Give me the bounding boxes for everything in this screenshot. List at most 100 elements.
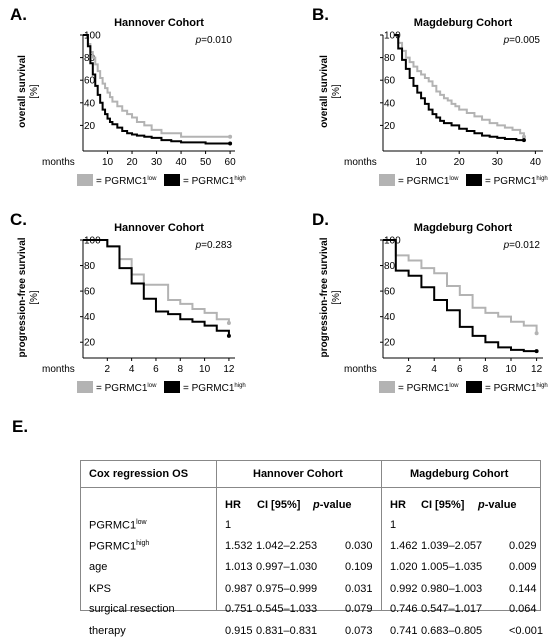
legend-label-high: = PGRMC1high xyxy=(183,383,246,394)
x-axis-label: months xyxy=(344,364,377,375)
legend-label-low: = PGRMC1low xyxy=(96,176,157,187)
y-tick-label: 40 xyxy=(84,312,96,323)
y-axis-label: overall survival xyxy=(319,55,330,128)
cell-p-hannover: 0.109 xyxy=(345,561,373,573)
cell-p-magdeburg: 0.144 xyxy=(509,583,537,595)
series-line-high xyxy=(83,239,230,336)
table-row-label: age xyxy=(89,561,108,573)
cell-hr-magdeburg: 1.020 xyxy=(390,561,418,573)
legend-label-low: = PGRMC1low xyxy=(96,383,157,394)
table-group-hannover: Hannover Cohort xyxy=(253,468,343,480)
y-tick-label: 60 xyxy=(384,76,396,87)
cell-ci-hannover: 1.042–2.253 xyxy=(256,540,318,552)
x-tick-label: 10 xyxy=(199,364,211,375)
legend-swatch-low xyxy=(77,174,93,186)
cell-ci-hannover: 0.997–1.030 xyxy=(256,561,318,573)
y-tick-label: 60 xyxy=(384,287,396,298)
cell-hr-hannover: 0.751 xyxy=(225,603,253,615)
x-tick-label: 10 xyxy=(505,364,517,375)
cell-hr-magdeburg: 0.741 xyxy=(390,625,418,637)
cell-p-hannover: 0.079 xyxy=(345,603,373,615)
legend-label-high: = PGRMC1high xyxy=(485,176,548,187)
x-tick-label: 60 xyxy=(225,157,237,168)
series-end-marker xyxy=(521,138,526,143)
col-header-ci: CI [95%] xyxy=(257,499,301,511)
cell-p-magdeburg: 0.029 xyxy=(509,540,537,552)
series-line-low xyxy=(83,34,231,138)
panel-letter-e: E. xyxy=(12,417,29,436)
legend-label-low: = PGRMC1low xyxy=(398,383,459,394)
y-tick-label: 20 xyxy=(384,121,396,132)
y-tick-label: 100 xyxy=(84,31,101,42)
cell-hr-hannover: 1.013 xyxy=(225,561,253,573)
series-line-high xyxy=(394,34,524,142)
legend-swatch-high xyxy=(466,174,482,186)
cell-p-magdeburg: <0.001 xyxy=(509,625,543,637)
y-axis-label: overall survival xyxy=(17,55,28,128)
cell-ci-magdeburg: 0.980–1.003 xyxy=(421,583,483,595)
x-tick-label: 30 xyxy=(492,157,504,168)
table-group-magdeburg: Magdeburg Cohort xyxy=(410,468,509,480)
x-tick-label: 8 xyxy=(483,364,489,375)
y-axis-unit: [%] xyxy=(331,290,342,305)
cell-ci-hannover: 0.831–0.831 xyxy=(256,625,318,637)
cell-hr-hannover: 0.987 xyxy=(225,583,253,595)
series-line-low xyxy=(394,34,525,137)
y-tick-label: 60 xyxy=(84,76,96,87)
y-axis-unit: [%] xyxy=(29,290,40,305)
cell-hr-hannover: 1 xyxy=(225,519,232,531)
series-end-marker xyxy=(521,134,526,139)
panel-letter: B. xyxy=(312,5,329,24)
cell-hr-magdeburg: 1.462 xyxy=(390,540,418,552)
cell-ci-magdeburg: 0.547–1.017 xyxy=(421,603,483,615)
series-end-marker xyxy=(228,134,233,139)
cell-p-hannover: 0.030 xyxy=(345,540,373,552)
x-tick-label: 12 xyxy=(531,364,543,375)
series-line-high xyxy=(83,34,231,145)
cell-ci-magdeburg: 1.005–1.035 xyxy=(421,561,483,573)
cell-p-magdeburg: 0.064 xyxy=(509,603,537,615)
y-tick-label: 20 xyxy=(84,121,96,132)
legend-label-high: = PGRMC1high xyxy=(183,176,246,187)
y-tick-label: 80 xyxy=(84,261,96,272)
y-tick-label: 60 xyxy=(84,287,96,298)
y-axis-unit: [%] xyxy=(29,84,40,99)
table-row-label: KPS xyxy=(89,583,112,595)
y-tick-label: 20 xyxy=(384,338,396,349)
y-axis-label: progression-free survival xyxy=(319,237,330,357)
x-axis-label: months xyxy=(42,364,75,375)
legend-swatch-low xyxy=(379,174,395,186)
table-row-label: PGRMC1high xyxy=(89,540,150,553)
table-row-header: Cox regression OS xyxy=(89,468,189,480)
y-tick-label: 100 xyxy=(384,31,401,42)
cell-ci-hannover: 0.545–1.033 xyxy=(256,603,318,615)
y-tick-label: 80 xyxy=(384,261,396,272)
table-divider xyxy=(216,461,217,610)
cell-hr-magdeburg: 0.992 xyxy=(390,583,418,595)
p-value: p=0.012 xyxy=(503,240,541,251)
cell-hr-hannover: 1.532 xyxy=(225,540,253,552)
col-header-hr: HR xyxy=(225,499,241,511)
legend-swatch-high xyxy=(164,381,180,393)
x-tick-label: 20 xyxy=(454,157,466,168)
cell-hr-hannover: 0.915 xyxy=(225,625,253,637)
series-end-marker xyxy=(228,141,233,146)
col-header-pvalue: p-value xyxy=(478,499,517,511)
panel-letter: C. xyxy=(10,210,27,229)
legend-swatch-high xyxy=(164,174,180,186)
cell-p-magdeburg: 0.009 xyxy=(509,561,537,573)
panel-title: Hannover Cohort xyxy=(114,17,204,29)
col-header-pvalue: p-value xyxy=(313,499,352,511)
y-tick-label: 80 xyxy=(384,53,396,64)
y-tick-label: 40 xyxy=(384,312,396,323)
y-axis-unit: [%] xyxy=(331,84,342,99)
table-divider xyxy=(381,461,382,610)
x-tick-label: 4 xyxy=(431,364,437,375)
panel-title: Magdeburg Cohort xyxy=(414,222,513,234)
panel-letter: D. xyxy=(312,210,329,229)
col-header-ci: CI [95%] xyxy=(421,499,465,511)
cell-p-hannover: 0.031 xyxy=(345,583,373,595)
survival-figure: A. Hannover Cohort 20 40 60 80 100 10 20 30 40 50 60… xyxy=(10,5,548,394)
x-tick-label: 2 xyxy=(105,364,111,375)
x-tick-label: 6 xyxy=(153,364,159,375)
